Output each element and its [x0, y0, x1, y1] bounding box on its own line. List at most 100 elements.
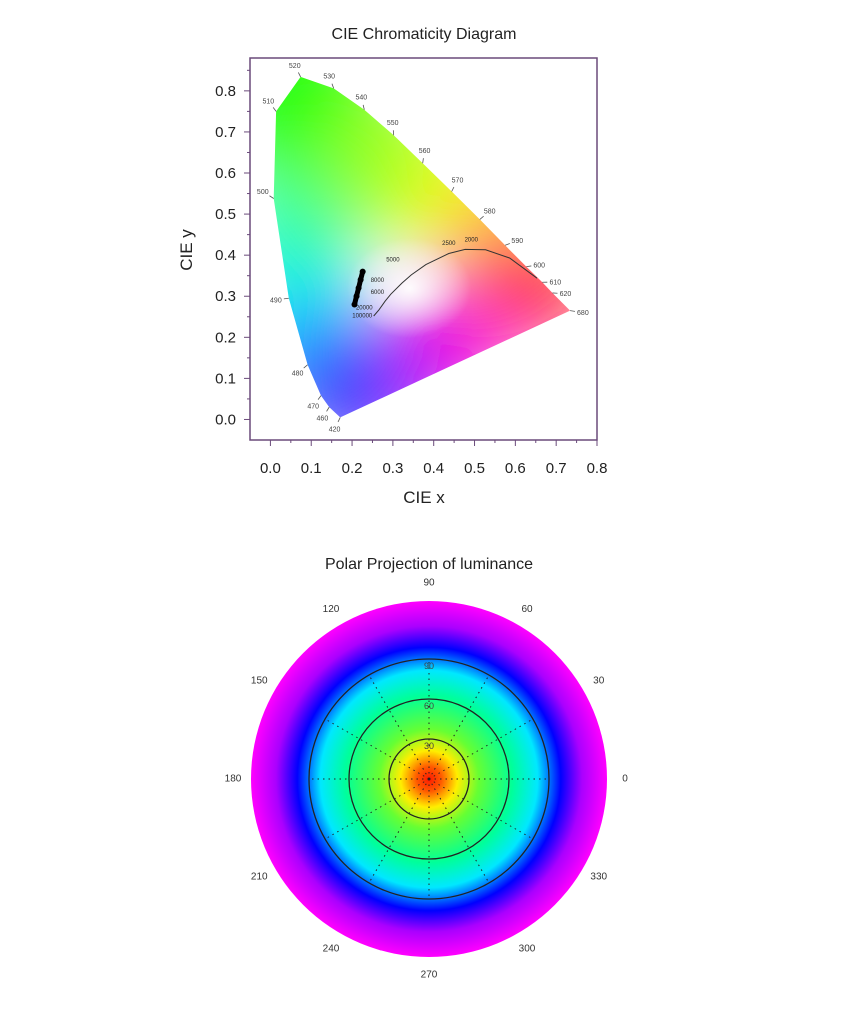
angle-label: 300 — [519, 943, 536, 954]
angle-label: 120 — [323, 604, 340, 615]
y-tick-label: 0.3 — [215, 288, 236, 305]
angle-label: 330 — [590, 872, 607, 883]
angular-grid-spoke — [428, 718, 534, 780]
wavelength-label: 420 — [329, 427, 341, 434]
wavelength-label: 530 — [323, 74, 335, 81]
wavelength-tick — [569, 310, 576, 312]
wavelength-label: 560 — [419, 148, 431, 155]
wavelength-label: 470 — [307, 404, 319, 411]
y-tick-label: 0.8 — [215, 83, 236, 100]
x-tick-label: 0.8 — [587, 460, 608, 477]
wavelength-tick — [326, 406, 330, 412]
angular-grid-spoke — [324, 718, 430, 780]
cct-label: 2500 — [442, 241, 456, 247]
y-tick-label: 0.0 — [215, 411, 236, 428]
wavelength-tick — [298, 72, 301, 78]
measured-point — [355, 285, 362, 292]
wavelength-tick — [422, 158, 424, 164]
angle-label: 210 — [251, 872, 268, 883]
wavelength-tick — [479, 215, 484, 220]
wavelength-tick — [451, 186, 455, 192]
wavelength-label: 550 — [387, 120, 399, 127]
gamut-color-blob — [273, 184, 337, 285]
cie-chart: CIE Chromaticity Diagram 0.0 0.1 0.2 0.3 0.4… — [177, 26, 608, 507]
y-tick-label: 0.2 — [215, 329, 236, 346]
cct-label: 2000 — [465, 238, 479, 244]
wavelength-label: 510 — [262, 98, 274, 105]
angular-grid-spoke — [368, 778, 430, 884]
cct-label: 5000 — [386, 257, 400, 263]
wavelength-tick — [303, 364, 308, 369]
wavelength-tick — [283, 297, 289, 300]
measured-point — [353, 293, 360, 300]
wavelength-label: 520 — [289, 63, 301, 70]
angular-grid-spoke — [428, 778, 534, 840]
y-axis-label: CIE y — [177, 229, 196, 271]
wavelength-label: 680 — [577, 310, 589, 317]
angle-label: 0 — [622, 774, 628, 785]
x-tick-label: 0.7 — [546, 460, 567, 477]
angular-grid-spoke — [428, 778, 490, 884]
x-tick-label: 0.2 — [342, 460, 363, 477]
x-tick-label: 0.1 — [301, 460, 322, 477]
wavelength-label: 460 — [317, 416, 329, 423]
wavelength-label: 500 — [257, 189, 269, 196]
polar-chart-title: Polar Projection of luminance — [325, 556, 533, 573]
radial-grid-circle — [348, 698, 510, 860]
measured-point — [359, 268, 366, 275]
wavelength-label: 590 — [511, 238, 523, 245]
radial-grid-circle — [308, 658, 550, 900]
measured-points — [351, 268, 366, 308]
angle-label: 180 — [225, 774, 242, 785]
wavelength-label: 570 — [452, 177, 464, 184]
wavelength-label: 490 — [270, 297, 282, 304]
wavelength-label: 610 — [549, 280, 561, 287]
angle-label: 60 — [521, 604, 533, 615]
cct-label: 100000 — [352, 314, 373, 320]
angle-label: 30 — [593, 676, 605, 687]
angular-grid-spoke — [368, 674, 430, 780]
angle-label: 150 — [251, 676, 268, 687]
x-tick-label: 0.0 — [260, 460, 281, 477]
measured-point — [357, 276, 364, 283]
cct-label: 8000 — [371, 278, 385, 284]
angular-grid-spoke — [428, 674, 490, 780]
wavelength-label: 480 — [292, 371, 304, 378]
y-tick-label: 0.4 — [215, 247, 236, 264]
cie-plot-frame — [249, 57, 598, 441]
wavelength-tick — [272, 107, 277, 112]
x-tick-label: 0.3 — [382, 460, 403, 477]
x-tick-label: 0.6 — [505, 460, 526, 477]
angle-label: 270 — [421, 970, 438, 981]
x-tick-label: 0.5 — [464, 460, 485, 477]
y-tick-label: 0.1 — [215, 370, 236, 387]
wavelength-tick — [337, 417, 341, 423]
radial-tick-label: 90 — [424, 661, 434, 671]
cie-axes: 0.0 0.1 0.2 0.3 0.4 0.5 0.6 0.7 0.8 0.0 0.1 0.2 0.3 0… — [215, 69, 608, 477]
y-tick-label: 0.5 — [215, 206, 236, 223]
wavelength-label: 540 — [355, 95, 367, 102]
white-point-glow — [347, 238, 472, 339]
angle-label: 90 — [423, 578, 435, 589]
planckian-locus: 5000 8000 6000 20000 100000 2500 2000 — [352, 238, 538, 320]
cct-label: 6000 — [371, 290, 385, 296]
gamut-color-blob — [525, 269, 571, 340]
x-tick-label: 0.4 — [423, 460, 444, 477]
wavelength-label: 580 — [484, 208, 496, 215]
angular-grid-spoke — [324, 778, 430, 840]
y-tick-label: 0.7 — [215, 124, 236, 141]
planckian-curve — [373, 248, 538, 317]
wavelength-label: 600 — [533, 262, 545, 269]
wavelength-tick — [269, 195, 274, 199]
y-tick-label: 0.6 — [215, 165, 236, 182]
x-axis-label: CIE x — [403, 488, 445, 507]
wavelength-tick — [505, 243, 510, 246]
cct-label: 20000 — [356, 305, 373, 311]
wavelength-tick — [526, 265, 532, 268]
wavelength-tick — [331, 83, 335, 89]
